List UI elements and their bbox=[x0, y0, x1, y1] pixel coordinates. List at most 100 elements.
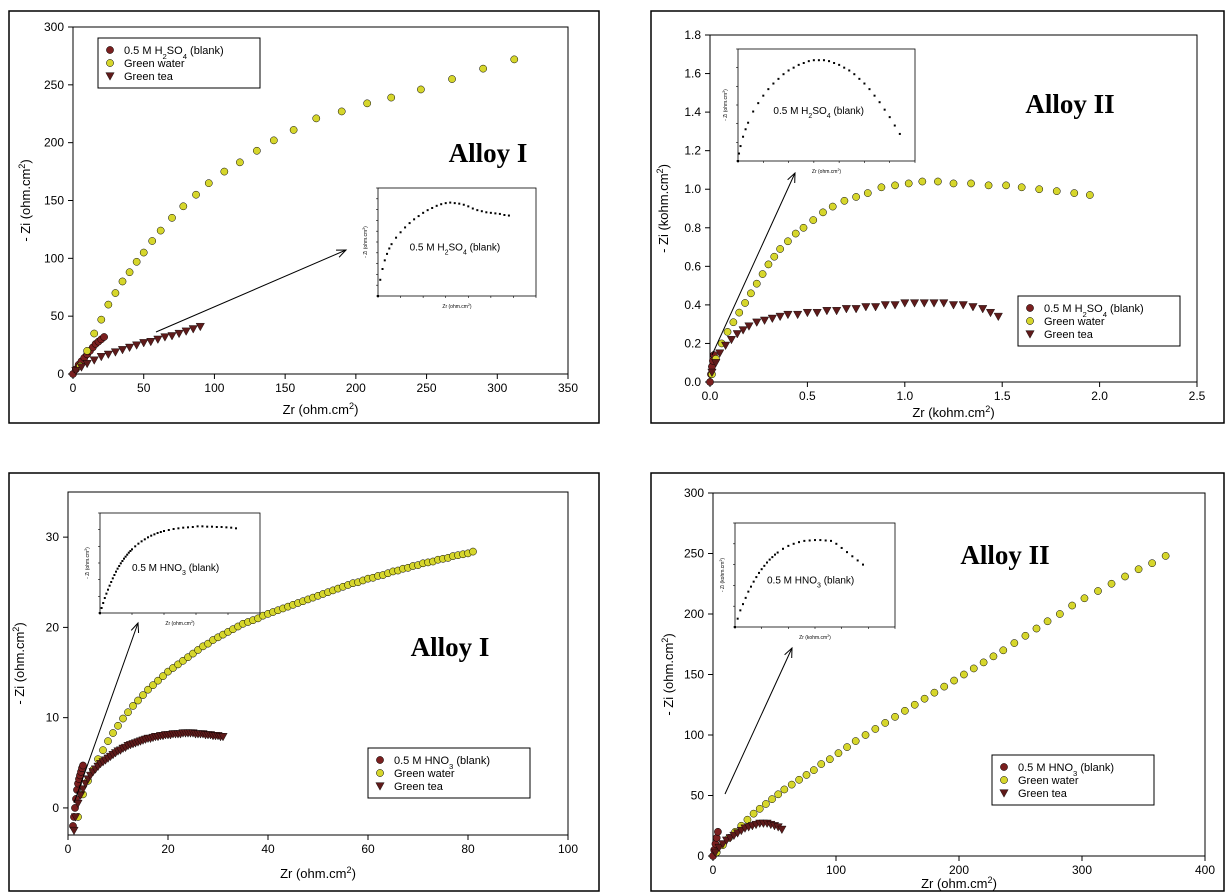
data-point-green-water bbox=[144, 685, 152, 694]
data-point-green-water bbox=[809, 216, 818, 224]
inset-data-point bbox=[851, 555, 854, 558]
y-tick-label: 50 bbox=[691, 789, 705, 803]
inset-data-point bbox=[755, 576, 758, 579]
x-tick-label: 400 bbox=[1195, 863, 1215, 877]
data-point-green-tea bbox=[103, 350, 113, 359]
inset-label: 0.5 M HNO3 (blank) bbox=[132, 563, 219, 577]
legend-label-green-tea: Green tea bbox=[1018, 788, 1068, 800]
inset-data-point bbox=[742, 135, 745, 138]
inset-data-point bbox=[476, 209, 479, 212]
data-point-green-water bbox=[132, 257, 141, 266]
data-point-green-water bbox=[363, 99, 372, 108]
x-tick-label: 2.5 bbox=[1189, 389, 1206, 403]
data-point-green-water bbox=[843, 743, 851, 751]
inset-data-point bbox=[758, 571, 760, 574]
x-axis-label: Zr (ohm.cm2) bbox=[921, 875, 997, 891]
data-point-green-water bbox=[940, 682, 949, 691]
chart-title: Alloy I bbox=[449, 138, 528, 168]
inset-data-point bbox=[143, 538, 146, 541]
data-point-green-water bbox=[83, 347, 91, 355]
x-axis-label: Zr (ohm.cm2) bbox=[283, 401, 359, 417]
y-tick-label: 10 bbox=[46, 711, 60, 725]
chart-alloy-ii-hno3: 0 100 200 300 400 0 50 100 150 200 250 300 Zr (ohm.c… bbox=[650, 472, 1225, 892]
inset-data-point bbox=[762, 94, 765, 97]
inset-data-point bbox=[159, 531, 162, 533]
data-point-green-water bbox=[192, 190, 200, 199]
data-point-green-tea bbox=[82, 360, 92, 369]
series-green-tea bbox=[71, 323, 205, 376]
inset-data-point bbox=[808, 539, 811, 542]
data-point-green-water bbox=[1032, 624, 1041, 633]
series-green-water bbox=[76, 55, 519, 370]
inset-data-point bbox=[760, 568, 763, 571]
legend-label-green-tea: Green tea bbox=[1044, 329, 1094, 341]
data-point-green-tea bbox=[767, 314, 777, 323]
data-point-green-water bbox=[780, 785, 789, 794]
inset-data-point bbox=[777, 77, 780, 80]
chart-svg: 0 50 100 150 200 250 300 350 0 50 100 150 200 250 300 Z… bbox=[8, 10, 600, 424]
y-tick-label: 50 bbox=[51, 309, 65, 323]
data-point-green-tea bbox=[832, 307, 842, 316]
data-point-green-water bbox=[960, 670, 968, 679]
data-point-green-water bbox=[735, 308, 744, 317]
inset-data-point bbox=[121, 560, 124, 562]
chart-svg: 0.0 0.5 1.0 1.5 2.0 2.5 0.0 0.2 0.4 0.6 0.8 1.0 1.2 1… bbox=[650, 10, 1225, 424]
x-tick-label: 80 bbox=[461, 842, 475, 856]
inset-data-point bbox=[767, 88, 770, 91]
inset-data-point bbox=[147, 536, 149, 539]
inset-data-point bbox=[819, 539, 822, 542]
data-point-green-water bbox=[97, 315, 106, 324]
data-point-green-water bbox=[1080, 594, 1089, 603]
series-green-tea bbox=[710, 819, 787, 857]
data-point-green-tea bbox=[939, 299, 949, 308]
data-point-green-water bbox=[770, 252, 779, 261]
inset-data-point bbox=[440, 203, 443, 206]
data-point-green-water bbox=[967, 179, 975, 188]
y-tick-label: 100 bbox=[44, 251, 64, 265]
data-point-green-tea bbox=[73, 799, 83, 809]
inset-data-point bbox=[103, 597, 106, 599]
data-point-green-water bbox=[758, 270, 767, 278]
data-point-green-water bbox=[743, 815, 752, 824]
data-point-green-water bbox=[220, 167, 229, 176]
data-point-green-water bbox=[104, 737, 112, 745]
data-point-green-water bbox=[148, 237, 157, 245]
y-tick-label: 200 bbox=[44, 136, 64, 150]
data-point-green-tea bbox=[71, 366, 81, 376]
legend-label-green-tea: Green tea bbox=[124, 71, 174, 83]
y-tick-label: 0 bbox=[52, 801, 59, 815]
y-axis-label: - Zi (ohm.cm2) bbox=[11, 622, 27, 704]
data-point-green-water bbox=[851, 737, 860, 745]
legend-marker-green-tea bbox=[105, 72, 115, 81]
data-point-green-water bbox=[387, 93, 396, 102]
inset-label: 0.5 M H2SO4 (blank) bbox=[773, 106, 864, 120]
inset-data-point bbox=[830, 539, 832, 542]
inset-data-point bbox=[150, 534, 153, 537]
inset-data-point bbox=[435, 204, 438, 207]
inset-data-point bbox=[893, 124, 896, 127]
chart-title: Alloy I bbox=[411, 632, 490, 662]
data-point-green-water bbox=[179, 202, 188, 211]
data-point-green-tea bbox=[710, 848, 720, 857]
pointer-arrow-line bbox=[724, 647, 793, 795]
data-point-green-water bbox=[1017, 183, 1026, 192]
data-point-green-water bbox=[448, 75, 456, 83]
x-tick-label: 20 bbox=[161, 842, 175, 856]
data-point-green-water bbox=[861, 731, 870, 739]
inset-data-point bbox=[107, 588, 109, 591]
data-point-green-water bbox=[119, 714, 127, 723]
legend-box bbox=[1017, 295, 1181, 347]
y-tick-label: 1.6 bbox=[684, 67, 701, 81]
inset-data-point bbox=[113, 574, 116, 576]
inset-data-point bbox=[792, 542, 795, 545]
pointer-arrow-head bbox=[784, 646, 793, 659]
data-point-green-water bbox=[204, 179, 213, 187]
data-point-green-tea bbox=[132, 341, 142, 350]
data-point-green-water bbox=[784, 237, 792, 246]
legend-box bbox=[991, 754, 1155, 806]
data-point-green-water bbox=[752, 279, 761, 288]
y-tick-label: 200 bbox=[684, 607, 704, 621]
inset-data-point bbox=[123, 557, 125, 560]
data-point-green-tea bbox=[783, 310, 793, 320]
data-point-green-water bbox=[1094, 587, 1102, 595]
